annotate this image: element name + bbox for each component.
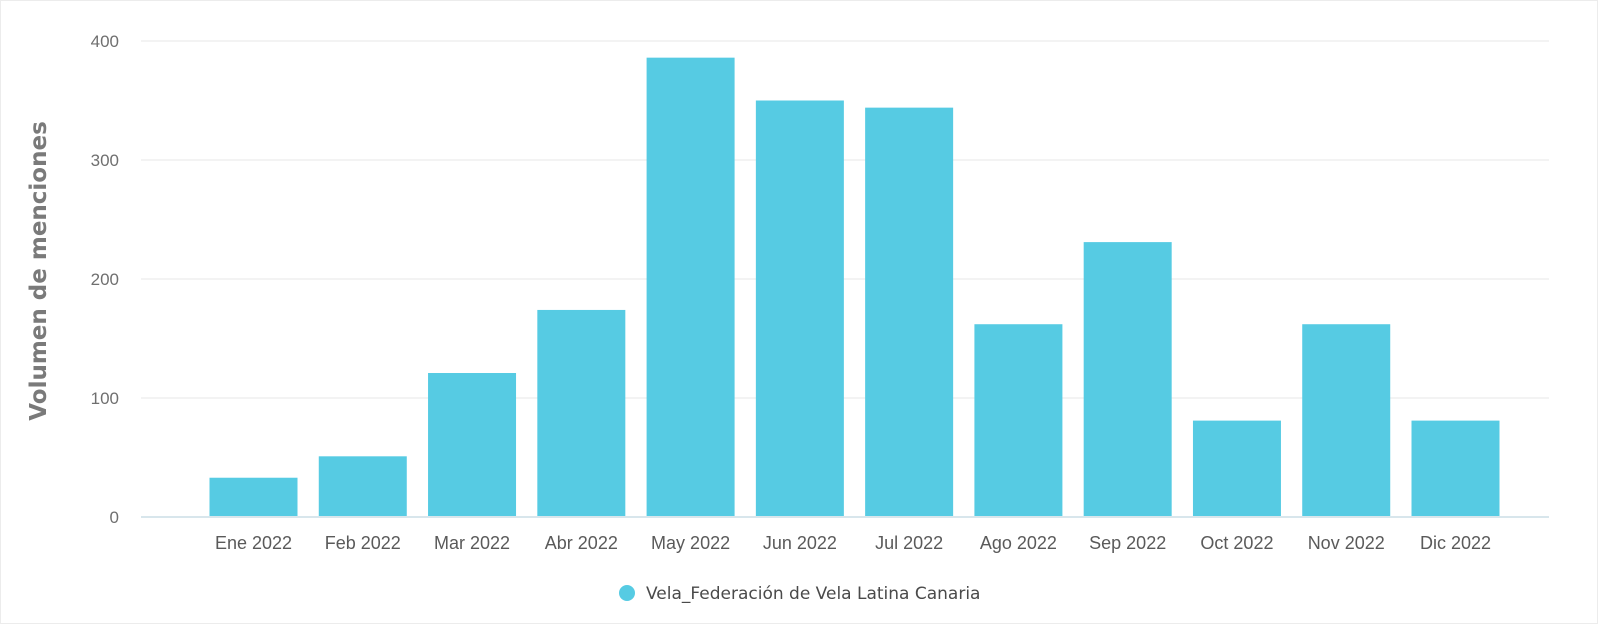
y-tick-label: 200 xyxy=(91,270,119,289)
bar[interactable] xyxy=(1411,420,1500,517)
x-tick-label: Sep 2022 xyxy=(1089,533,1166,553)
legend-label: Vela_Federación de Vela Latina Canaria xyxy=(646,584,980,604)
x-tick-label: May 2022 xyxy=(651,533,730,553)
legend[interactable]: Vela_Federación de Vela Latina Canaria xyxy=(619,584,980,604)
bar[interactable] xyxy=(1083,242,1172,518)
bar[interactable] xyxy=(974,324,1063,517)
legend-marker-icon xyxy=(619,585,635,601)
bar[interactable] xyxy=(537,309,626,517)
y-tick-label: 0 xyxy=(110,508,119,527)
x-tick-label: Nov 2022 xyxy=(1308,533,1385,553)
x-tick-label: Mar 2022 xyxy=(434,533,510,553)
bar[interactable] xyxy=(755,100,844,518)
bar[interactable] xyxy=(1302,324,1391,517)
bar[interactable] xyxy=(646,57,735,517)
bar[interactable] xyxy=(865,107,954,517)
x-axis-ticks: Ene 2022 Feb 2022 Mar 2022 Abr 2022 May 2022… xyxy=(215,533,1491,553)
x-tick-label: Ene 2022 xyxy=(215,533,292,553)
bar[interactable] xyxy=(209,477,298,517)
y-tick-label: 400 xyxy=(91,32,119,51)
x-tick-label: Jun 2022 xyxy=(763,533,837,553)
x-tick-label: Ago 2022 xyxy=(980,533,1057,553)
bar[interactable] xyxy=(428,373,517,517)
y-axis-ticks: 0 100 200 300 400 xyxy=(91,32,119,527)
x-tick-label: Jul 2022 xyxy=(875,533,943,553)
x-tick-label: Oct 2022 xyxy=(1200,533,1273,553)
x-tick-label: Feb 2022 xyxy=(325,533,401,553)
y-axis-title: Volumen de menciones xyxy=(26,121,52,421)
x-tick-label: Abr 2022 xyxy=(545,533,618,553)
bars xyxy=(209,57,1500,518)
bar[interactable] xyxy=(318,456,407,517)
bar[interactable] xyxy=(1192,420,1281,517)
y-tick-label: 300 xyxy=(91,151,119,170)
x-tick-label: Dic 2022 xyxy=(1420,533,1491,553)
y-tick-label: 100 xyxy=(91,389,119,408)
